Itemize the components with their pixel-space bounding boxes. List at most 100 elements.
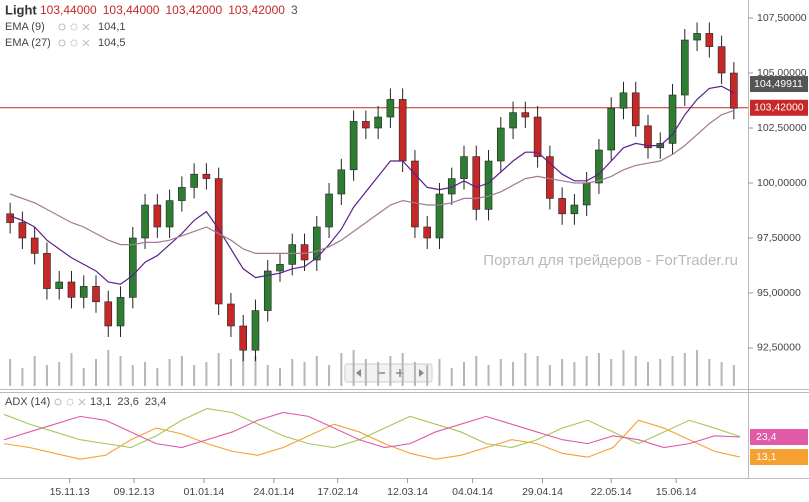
candle-body bbox=[251, 310, 260, 351]
candle-body bbox=[447, 178, 456, 195]
volume-bar bbox=[696, 350, 699, 386]
candle-body bbox=[693, 33, 701, 41]
close-icon bbox=[82, 39, 90, 47]
volume-bar bbox=[45, 365, 48, 386]
x-tick-label: 09.12.13 bbox=[114, 486, 155, 498]
volume-bar bbox=[536, 356, 539, 386]
x-tick-label: 17.02.14 bbox=[317, 486, 358, 498]
legend-value: 104,1 bbox=[98, 21, 126, 33]
candle-body bbox=[116, 297, 125, 327]
quote-value: 103,44000 bbox=[103, 3, 160, 17]
eye-icon bbox=[58, 23, 66, 31]
volume-bar bbox=[463, 362, 465, 386]
y-tick-label: 92,50000 bbox=[757, 342, 801, 354]
price-label-box bbox=[750, 76, 808, 93]
volume-bar bbox=[82, 368, 85, 386]
volume-bar bbox=[328, 365, 331, 386]
legend-value: 104,5 bbox=[98, 37, 126, 49]
candle-body bbox=[644, 125, 652, 149]
legend-value: 13,1 bbox=[90, 396, 111, 408]
candle-body bbox=[423, 226, 432, 239]
volume-bar bbox=[597, 353, 600, 386]
y-tick-label: 105,00000 bbox=[757, 67, 807, 79]
volume-bar bbox=[622, 350, 625, 386]
candle-body bbox=[153, 204, 162, 228]
x-tick-label: 04.04.14 bbox=[452, 486, 493, 498]
y-tick-label: 102,50000 bbox=[757, 122, 807, 134]
candle-body bbox=[521, 112, 530, 118]
value-label-box bbox=[750, 449, 808, 466]
volume-bar bbox=[33, 356, 36, 386]
volume-bar bbox=[58, 362, 61, 386]
candle-body bbox=[325, 193, 333, 228]
value-label-box bbox=[750, 429, 808, 445]
candle-body bbox=[202, 173, 211, 179]
candle-body bbox=[680, 39, 689, 96]
candle-body bbox=[30, 237, 39, 254]
volume-bar bbox=[144, 362, 147, 386]
volume-bar bbox=[438, 359, 441, 386]
candle-body bbox=[92, 286, 100, 303]
candle-body bbox=[705, 33, 714, 47]
candle-body bbox=[582, 182, 591, 206]
volume-bar bbox=[21, 368, 24, 386]
candle-body bbox=[386, 99, 395, 118]
candle-body bbox=[472, 156, 481, 210]
volume-bar bbox=[524, 353, 527, 386]
legend-name: EMA (9) bbox=[5, 21, 45, 33]
volume-bar bbox=[683, 353, 686, 386]
volume-bar bbox=[377, 362, 380, 386]
candle-body bbox=[619, 92, 628, 109]
value-label: 23,4 bbox=[756, 431, 777, 443]
x-tick-label: 15.06.14 bbox=[656, 486, 697, 498]
volume-bar bbox=[561, 359, 564, 386]
volume-bar bbox=[499, 359, 502, 386]
candle-body bbox=[337, 169, 346, 195]
volume-bar bbox=[180, 356, 183, 386]
gear-icon bbox=[66, 398, 74, 406]
volume-bar bbox=[610, 359, 613, 386]
candle-body bbox=[239, 325, 247, 351]
close-icon bbox=[78, 398, 86, 406]
legend-value: 23,4 bbox=[145, 396, 166, 408]
volume-bar bbox=[205, 362, 208, 386]
volume-bar bbox=[168, 359, 171, 386]
volume-bar bbox=[193, 365, 196, 386]
scroll-control[interactable] bbox=[344, 363, 433, 383]
candle-body bbox=[300, 244, 309, 261]
quote-value: 103,42000 bbox=[165, 3, 222, 17]
candle-body bbox=[43, 253, 51, 289]
candle-body bbox=[595, 149, 603, 184]
close-icon bbox=[82, 23, 90, 31]
volume-bar bbox=[217, 353, 220, 386]
volume-bar bbox=[95, 359, 97, 386]
candle-body bbox=[349, 121, 358, 171]
instrument-title: Light bbox=[5, 2, 37, 17]
volume-bar bbox=[401, 353, 404, 386]
volume-bar bbox=[352, 350, 355, 386]
candle-body bbox=[104, 301, 113, 327]
candle-body bbox=[6, 213, 14, 223]
volume-bar bbox=[487, 365, 490, 386]
volume-bar bbox=[548, 365, 551, 386]
volume-bar bbox=[671, 356, 674, 386]
quote-value: 103,42000 bbox=[228, 3, 285, 17]
x-tick-label: 22.05.14 bbox=[591, 486, 632, 498]
candle-body bbox=[227, 303, 235, 327]
volume-bar bbox=[279, 368, 281, 386]
x-tick-label: 01.01.14 bbox=[184, 486, 225, 498]
volume-bar bbox=[634, 356, 637, 386]
volume-bar bbox=[426, 365, 429, 386]
quote-value: 3 bbox=[291, 3, 298, 17]
candle-body bbox=[374, 116, 382, 129]
volume-bar bbox=[119, 356, 122, 386]
volume-bar bbox=[659, 359, 662, 386]
y-tick-label: 100,00000 bbox=[757, 177, 807, 189]
price-label: 104,49911 bbox=[754, 78, 803, 90]
candle-body bbox=[435, 193, 444, 239]
x-tick-label: 15.11.13 bbox=[50, 486, 90, 498]
candle-body bbox=[288, 244, 297, 265]
candle-body bbox=[570, 204, 579, 215]
candle-body bbox=[509, 112, 517, 129]
